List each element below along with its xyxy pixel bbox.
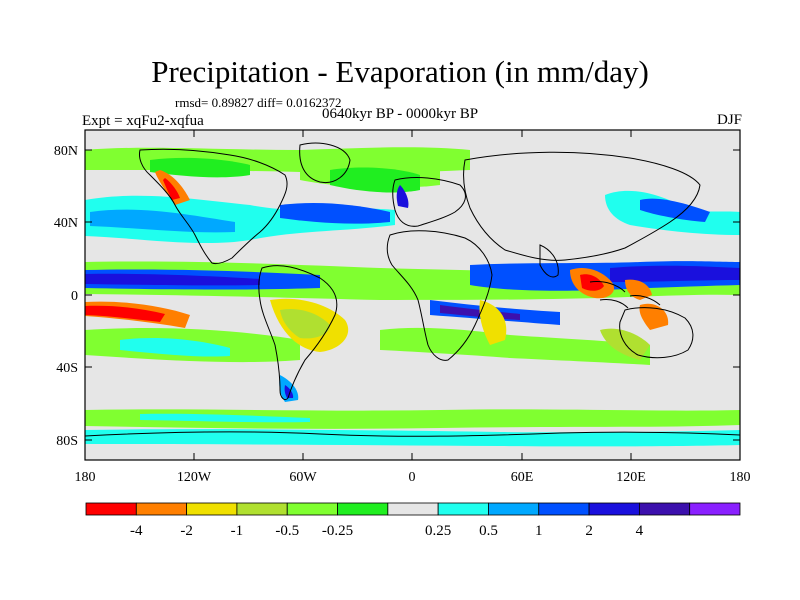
colorbar-swatch bbox=[286, 502, 338, 516]
lat-tick-label: 0 bbox=[71, 289, 78, 304]
lat-tick-label: 40N bbox=[54, 216, 78, 231]
lon-tick-label: 60W bbox=[289, 470, 317, 485]
coastlines bbox=[85, 142, 740, 437]
south-america-outline bbox=[258, 265, 338, 401]
lon-tick-label: 180 bbox=[730, 470, 751, 485]
lat-tick-label: 40S bbox=[56, 361, 78, 376]
colorbar-label: 2 bbox=[585, 523, 593, 539]
experiment-label: Expt = xqFu2-xqfua bbox=[82, 113, 204, 129]
colorbar-swatch bbox=[588, 502, 640, 516]
colorbar-swatch bbox=[186, 502, 238, 516]
colorbar-swatch bbox=[387, 502, 439, 516]
colorbar-swatch bbox=[135, 502, 188, 516]
africa-outline bbox=[386, 230, 493, 361]
colorbar-swatch bbox=[689, 502, 741, 516]
season-label: DJF bbox=[716, 112, 742, 128]
colorbar-label: -0.25 bbox=[322, 523, 353, 539]
colorbar-swatch bbox=[337, 502, 389, 516]
colorbar-swatch bbox=[638, 502, 691, 516]
colorbar-swatch bbox=[488, 502, 540, 516]
longitude-axis: 180 120W 60W 0 60E 120E 180 bbox=[75, 130, 751, 485]
europe-outline bbox=[392, 177, 466, 227]
lat-tick-label: 80N bbox=[54, 144, 78, 159]
lon-tick-label: 180 bbox=[75, 470, 96, 485]
anomaly-field bbox=[85, 147, 740, 447]
colorbar: -4 -2 -1 -0.5 -0.25 0.25 0.5 1 2 4 bbox=[85, 502, 741, 539]
antarctica-outline bbox=[85, 431, 740, 437]
colorbar-swatch bbox=[236, 502, 288, 516]
maritime-outline bbox=[589, 281, 661, 309]
lon-tick-label: 0 bbox=[409, 470, 416, 485]
colorbar-label: 0.25 bbox=[425, 523, 451, 539]
map-title: Precipitation - Evaporation (in mm/day) bbox=[151, 54, 649, 89]
colorbar-label: 0.5 bbox=[479, 523, 498, 539]
colorbar-label: 1 bbox=[535, 523, 543, 539]
stats-label: rmsd= 0.89827 diff= 0.0162372 bbox=[175, 95, 342, 110]
lon-tick-label: 120E bbox=[616, 470, 646, 485]
colorbar-label: -4 bbox=[130, 523, 143, 539]
period-label: 0640kyr BP - 0000kyr BP bbox=[322, 106, 479, 122]
lat-tick-label: 80S bbox=[56, 434, 78, 449]
colorbar-label: -2 bbox=[180, 523, 193, 539]
lon-tick-label: 60E bbox=[511, 470, 534, 485]
india-outline bbox=[539, 244, 559, 278]
colorbar-swatch bbox=[437, 502, 489, 516]
colorbar-label: -1 bbox=[231, 523, 244, 539]
greenland-outline bbox=[299, 142, 351, 184]
colorbar-swatch bbox=[85, 502, 137, 516]
colorbar-swatch bbox=[538, 502, 590, 516]
latitude-axis: 80N 40N 0 40S 80S bbox=[54, 144, 740, 449]
asia-outline bbox=[463, 151, 701, 261]
colorbar-label: 4 bbox=[636, 523, 644, 539]
colorbar-label: -0.5 bbox=[275, 523, 299, 539]
north-america-outline bbox=[139, 148, 288, 265]
australia-outline bbox=[619, 307, 694, 359]
lon-tick-label: 120W bbox=[177, 470, 212, 485]
